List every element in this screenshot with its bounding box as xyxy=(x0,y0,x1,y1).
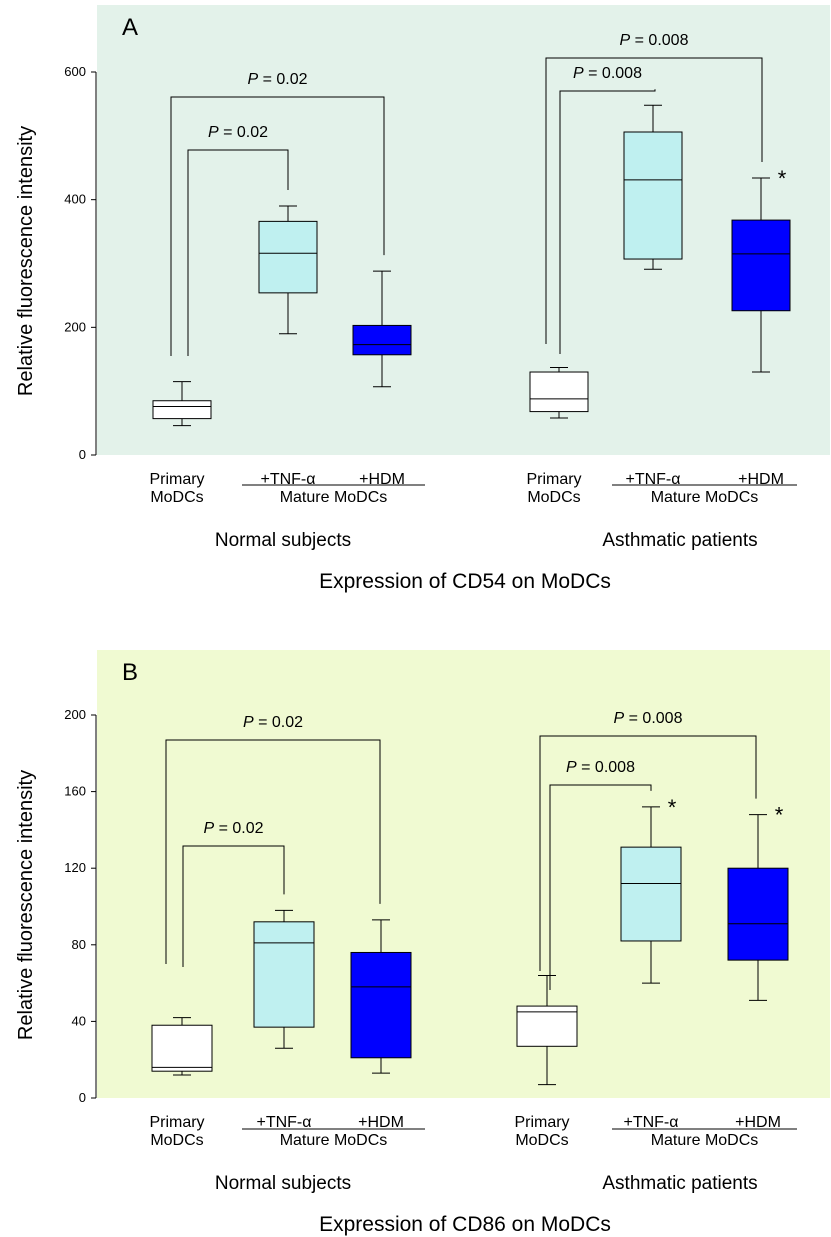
x-label-tnf: +TNF-α xyxy=(260,471,315,488)
comparison-bracket xyxy=(549,784,652,990)
box-iqr xyxy=(253,921,315,1028)
group-label-normal: Normal subjects xyxy=(215,1173,351,1194)
y-tick-label: 0 xyxy=(79,1090,86,1105)
comparison-bracket xyxy=(165,739,381,964)
panel-B: B 0 40 80 120 160 200 Relative fluorescence int… xyxy=(15,650,830,1236)
x-label-modcs: MoDCs xyxy=(150,489,203,506)
box-5: * xyxy=(727,803,789,1001)
box-1 xyxy=(258,205,318,335)
box-2 xyxy=(350,919,412,1074)
box-iqr xyxy=(623,131,683,260)
comparison-bracket xyxy=(187,149,289,356)
y-tick-label: 200 xyxy=(64,319,86,334)
group-label-normal: Normal subjects xyxy=(215,530,351,551)
y-tick-label: 80 xyxy=(72,937,86,952)
p-value-label: P = 0.02 xyxy=(208,124,268,141)
box-5: * xyxy=(731,166,791,373)
x-label-hdm: +HDM xyxy=(358,1114,404,1131)
significance-asterisk: * xyxy=(775,803,784,828)
plot-background xyxy=(97,650,830,1098)
box-iqr xyxy=(516,1005,578,1047)
chart-title: Expression of CD86 on MoDCs xyxy=(319,1213,611,1236)
box-3 xyxy=(516,974,578,1086)
plot-background xyxy=(97,5,830,455)
x-label-tnf: +TNF-α xyxy=(625,471,680,488)
comparison-bracket xyxy=(170,96,385,356)
p-value-label: P = 0.02 xyxy=(203,820,263,837)
box-iqr xyxy=(350,951,412,1059)
p-value-label: P = 0.008 xyxy=(620,32,689,49)
p-value-label: P = 0.008 xyxy=(573,65,642,82)
y-tick-label: 160 xyxy=(64,784,86,799)
y-tick-label: 40 xyxy=(72,1013,86,1028)
y-axis-title: Relative fluorescence intensity xyxy=(15,126,37,396)
box-iqr xyxy=(731,219,791,312)
comparison-bracket xyxy=(545,57,763,344)
group-label-asthma: Asthmatic patients xyxy=(602,530,757,551)
x-label-primary: Primary xyxy=(149,1114,204,1131)
x-label-mature: Mature MoDCs xyxy=(651,489,759,506)
box-iqr xyxy=(529,371,589,413)
y-tick-label: 200 xyxy=(64,707,86,722)
y-tick-label: 120 xyxy=(64,860,86,875)
x-label-mature: Mature MoDCs xyxy=(651,1132,759,1149)
x-label-tnf: +TNF-α xyxy=(256,1114,311,1131)
panel-label: A xyxy=(122,14,138,41)
x-label-hdm: +HDM xyxy=(738,471,784,488)
p-value-label: P = 0.008 xyxy=(566,759,635,776)
p-value-label: P = 0.02 xyxy=(247,71,307,88)
box-2 xyxy=(352,270,412,388)
x-label-modcs: MoDCs xyxy=(150,1132,203,1149)
box-4 xyxy=(623,104,683,270)
box-iqr xyxy=(152,400,212,420)
x-label-mature: Mature MoDCs xyxy=(280,1132,388,1149)
box-4: * xyxy=(620,795,682,984)
x-label-primary: Primary xyxy=(514,1114,569,1131)
x-label-mature: Mature MoDCs xyxy=(280,489,388,506)
group-label-asthma: Asthmatic patients xyxy=(602,1173,757,1194)
y-tick-label: 400 xyxy=(64,192,86,207)
p-value-label: P = 0.02 xyxy=(243,714,303,731)
chart-title: Expression of CD54 on MoDCs xyxy=(319,570,611,593)
x-label-modcs: MoDCs xyxy=(515,1132,568,1149)
box-1 xyxy=(253,909,315,1049)
x-label-hdm: +HDM xyxy=(359,471,405,488)
y-tick-label: 0 xyxy=(79,447,86,462)
comparison-bracket xyxy=(182,845,285,967)
box-iqr xyxy=(727,867,789,961)
panel-label: B xyxy=(122,659,138,686)
box-0 xyxy=(152,381,212,427)
significance-asterisk: * xyxy=(778,166,787,191)
box-iqr xyxy=(352,324,412,356)
box-iqr xyxy=(151,1024,213,1072)
comparison-bracket xyxy=(559,89,656,354)
box-3 xyxy=(529,367,589,419)
x-label-hdm: +HDM xyxy=(735,1114,781,1131)
x-label-tnf: +TNF-α xyxy=(623,1114,678,1131)
box-iqr xyxy=(258,220,318,294)
p-value-label: P = 0.008 xyxy=(614,710,683,727)
x-label-modcs: MoDCs xyxy=(527,489,580,506)
box-iqr xyxy=(620,846,682,942)
comparison-bracket xyxy=(539,735,757,971)
x-label-primary: Primary xyxy=(526,471,581,488)
y-axis-title: Relative fluorescence intensity xyxy=(15,770,37,1040)
x-label-primary: Primary xyxy=(149,471,204,488)
significance-asterisk: * xyxy=(668,795,677,820)
panel-A: A 0 200 400 600 Relative fluorescence intensi… xyxy=(15,5,830,593)
y-tick-label: 600 xyxy=(64,64,86,79)
box-0 xyxy=(151,1017,213,1076)
